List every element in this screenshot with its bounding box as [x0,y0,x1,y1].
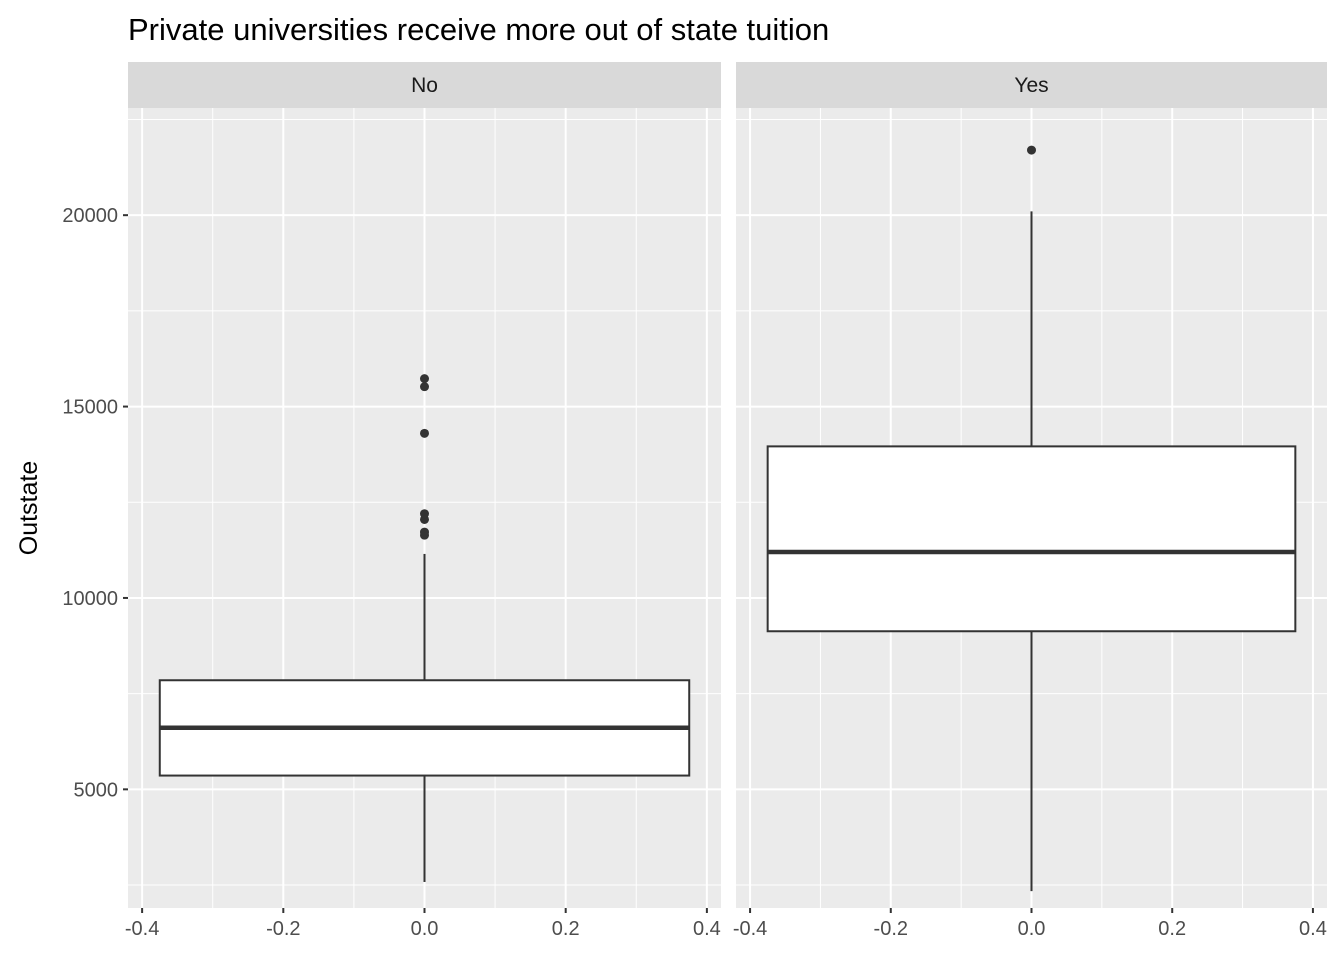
outlier-point [420,374,429,384]
facet-strip-label: No [411,74,438,97]
y-axis-title: Outstate [15,461,43,556]
facet-strip-label: Yes [1014,74,1048,97]
y-tick-label: 20000 [62,205,118,227]
x-tick-label: 0.4 [693,918,721,940]
y-tick-label: 5000 [74,779,119,801]
facet-strip [128,62,721,108]
x-tick-label: 0.2 [552,918,580,940]
outlier-point [420,527,429,537]
x-tick-label: -0.4 [125,918,159,940]
facet-panels: No -0.4 -0.2 0.0 0.2 0.4 Yes -0.4 -0.2 0.0 0.2 0.4 [125,62,1327,940]
panel-yes: Yes -0.4 -0.2 0.0 0.2 0.4 [733,62,1327,940]
x-tick-label: -0.2 [874,918,908,940]
y-tick-label: 15000 [62,397,118,419]
chart-title: Private universities receive more out of… [128,12,829,47]
outlier-point [1027,145,1036,155]
panel-no: No -0.4 -0.2 0.0 0.2 0.4 [125,62,721,940]
x-tick-label: 0.4 [1299,918,1327,940]
facet-strip [736,62,1327,108]
box-iqr [766,445,1297,633]
outlier-point [420,428,429,438]
x-tick-label: 0.0 [411,918,439,940]
outlier-point [420,509,429,519]
x-tick-label: 0.2 [1158,918,1186,940]
x-tick-label: -0.2 [266,918,300,940]
y-axis: 5000 10000 15000 20000 [62,205,128,801]
outlier-point [420,382,429,392]
y-tick-label: 10000 [62,588,118,610]
x-tick-label: 0.0 [1018,918,1046,940]
x-tick-label: -0.4 [733,918,767,940]
